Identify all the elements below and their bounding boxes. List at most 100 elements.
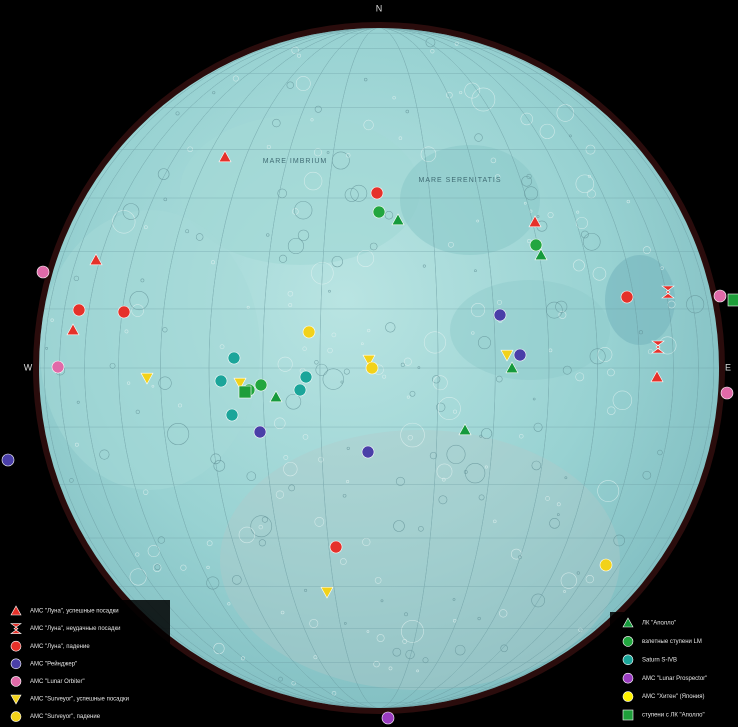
marker [727, 293, 738, 307]
marker [254, 378, 268, 392]
marker [140, 372, 154, 385]
crater [401, 619, 424, 643]
crater [175, 111, 180, 116]
crater [112, 210, 136, 234]
crater [303, 171, 323, 191]
marker [505, 361, 519, 374]
crater [180, 564, 187, 571]
marker [622, 709, 634, 721]
crater [129, 568, 147, 586]
crater [151, 384, 155, 388]
crater [322, 368, 344, 390]
crater [327, 347, 333, 354]
marker [214, 374, 228, 388]
crater [287, 290, 294, 297]
crater [380, 599, 384, 603]
crater [490, 157, 497, 164]
crater [346, 153, 351, 158]
crater [344, 622, 347, 625]
crater [597, 480, 620, 502]
crater [99, 449, 110, 460]
mare [605, 255, 675, 345]
crater [497, 299, 502, 305]
marker [320, 586, 334, 599]
crater [250, 515, 273, 538]
graticule [39, 28, 719, 708]
crater [393, 520, 405, 532]
marker [10, 676, 22, 687]
marker [720, 386, 734, 400]
crater [430, 49, 435, 54]
crater [531, 593, 545, 608]
marker [528, 215, 542, 228]
crater [302, 434, 309, 440]
crater [339, 558, 347, 565]
crater [314, 516, 325, 527]
crater [582, 232, 601, 251]
crater [607, 368, 615, 377]
marker [10, 623, 22, 634]
crater [135, 552, 140, 557]
mare [180, 115, 420, 265]
crater [471, 87, 496, 112]
crater [587, 174, 591, 178]
crater [288, 484, 296, 492]
crater [477, 336, 491, 350]
marker [650, 370, 664, 383]
crater [287, 237, 304, 255]
crater [642, 470, 652, 480]
crater [612, 390, 633, 411]
crater [459, 90, 463, 95]
marker [299, 370, 313, 384]
legend-label: Saturn S-IVB [642, 657, 677, 663]
crater [417, 366, 421, 370]
crater [499, 609, 508, 618]
crater [441, 477, 446, 482]
crater [409, 390, 416, 397]
crater [638, 330, 643, 335]
crater [384, 211, 394, 220]
marker [10, 605, 22, 616]
crater [346, 446, 350, 450]
crater [647, 349, 653, 355]
legend-label: ЛК "Аполло" [642, 621, 676, 627]
meridian [84, 28, 674, 708]
marker [651, 340, 665, 354]
crater [526, 173, 532, 179]
crater [539, 123, 555, 139]
crater [376, 634, 385, 643]
legend-label: АМС "Lunar Prospector" [642, 676, 707, 682]
crater [470, 302, 486, 318]
crater [423, 331, 446, 354]
crater [519, 433, 524, 439]
crater [219, 344, 225, 350]
crater [407, 435, 413, 441]
marker [599, 558, 613, 572]
meridian [319, 28, 439, 708]
crater [465, 463, 486, 484]
crater [555, 300, 568, 313]
crater [575, 174, 595, 194]
marker [620, 290, 634, 304]
crater [592, 267, 607, 281]
crater [280, 610, 285, 615]
marker [365, 361, 379, 375]
marker [622, 617, 634, 628]
crater [523, 201, 527, 205]
crater [545, 301, 563, 319]
crater [232, 75, 239, 82]
crater [520, 112, 533, 126]
marker [51, 360, 65, 374]
marker [361, 445, 375, 459]
crater [346, 479, 350, 484]
crater [549, 518, 560, 529]
crater [266, 233, 270, 237]
crater [581, 230, 589, 239]
mare [40, 210, 260, 490]
crater [152, 563, 162, 572]
crater [524, 186, 539, 201]
marker [10, 711, 22, 722]
crater [291, 681, 296, 686]
surface [40, 37, 705, 696]
